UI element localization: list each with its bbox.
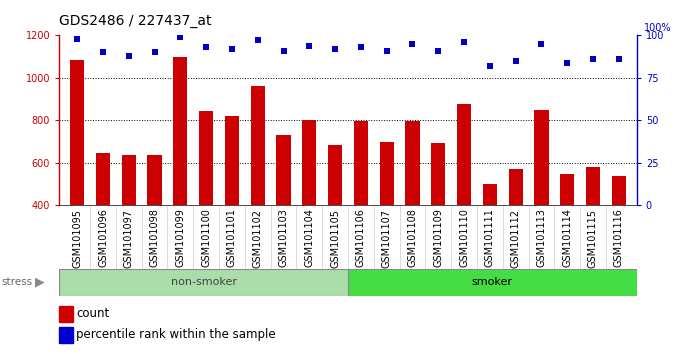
Text: GSM101116: GSM101116 <box>614 209 624 267</box>
Point <box>175 34 186 40</box>
Text: GSM101114: GSM101114 <box>562 209 572 267</box>
Text: count: count <box>77 307 110 320</box>
Point <box>562 60 573 65</box>
Bar <box>535 110 548 205</box>
Point <box>252 38 263 43</box>
Point <box>510 58 521 64</box>
Text: GSM101095: GSM101095 <box>72 209 82 268</box>
Point <box>200 45 212 50</box>
Text: GSM101111: GSM101111 <box>485 209 495 267</box>
Point <box>278 48 289 53</box>
Bar <box>354 121 368 205</box>
Text: GDS2486 / 227437_at: GDS2486 / 227437_at <box>59 14 212 28</box>
Point <box>123 53 134 59</box>
Bar <box>560 174 574 205</box>
Text: GSM101099: GSM101099 <box>175 209 185 267</box>
Bar <box>509 169 523 205</box>
Bar <box>348 269 637 296</box>
Bar <box>96 153 110 205</box>
Bar <box>148 155 161 205</box>
Point <box>72 36 83 42</box>
Text: 100%: 100% <box>644 23 671 33</box>
Point <box>536 41 547 47</box>
Bar <box>122 155 136 205</box>
Point <box>459 39 470 45</box>
Text: GSM101112: GSM101112 <box>511 209 521 268</box>
Text: GSM101107: GSM101107 <box>381 209 392 268</box>
Bar <box>328 145 342 205</box>
Text: smoker: smoker <box>472 277 513 287</box>
Text: GSM101103: GSM101103 <box>278 209 289 267</box>
Point <box>484 63 496 69</box>
Text: GSM101108: GSM101108 <box>407 209 418 267</box>
Text: GSM101096: GSM101096 <box>98 209 108 267</box>
Text: GSM101101: GSM101101 <box>227 209 237 267</box>
Text: GSM101109: GSM101109 <box>434 209 443 267</box>
Text: GSM101097: GSM101097 <box>124 209 134 268</box>
Point <box>356 45 367 50</box>
Bar <box>59 306 73 322</box>
Bar <box>405 121 420 205</box>
Point <box>226 46 237 52</box>
Bar <box>70 60 84 205</box>
Point <box>433 48 444 53</box>
Text: GSM101102: GSM101102 <box>253 209 262 268</box>
Bar <box>612 176 626 205</box>
Bar <box>251 86 265 205</box>
Bar <box>199 111 213 205</box>
Bar <box>225 116 239 205</box>
Text: GSM101110: GSM101110 <box>459 209 469 267</box>
Text: stress: stress <box>1 277 33 287</box>
Bar <box>457 104 471 205</box>
Text: GSM101115: GSM101115 <box>588 209 598 268</box>
Text: ▶: ▶ <box>35 276 45 289</box>
Text: GSM101098: GSM101098 <box>150 209 159 267</box>
Text: GSM101104: GSM101104 <box>304 209 315 267</box>
Bar <box>483 184 497 205</box>
Bar <box>586 167 600 205</box>
Bar <box>59 269 348 296</box>
Point <box>303 43 315 48</box>
Point <box>329 46 340 52</box>
Text: GSM101105: GSM101105 <box>330 209 340 268</box>
Text: GSM101113: GSM101113 <box>537 209 546 267</box>
Bar <box>276 135 291 205</box>
Point <box>149 50 160 55</box>
Text: GSM101100: GSM101100 <box>201 209 211 267</box>
Text: non-smoker: non-smoker <box>171 277 237 287</box>
Point <box>381 48 393 53</box>
Point <box>587 56 599 62</box>
Bar <box>59 327 73 343</box>
Text: percentile rank within the sample: percentile rank within the sample <box>77 329 276 342</box>
Bar <box>379 142 394 205</box>
Bar <box>302 120 317 205</box>
Point <box>407 41 418 47</box>
Bar <box>173 57 187 205</box>
Point <box>613 56 624 62</box>
Point <box>97 50 109 55</box>
Bar <box>431 143 445 205</box>
Text: GSM101106: GSM101106 <box>356 209 366 267</box>
